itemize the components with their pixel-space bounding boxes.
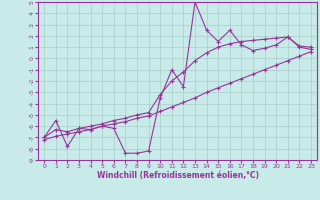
X-axis label: Windchill (Refroidissement éolien,°C): Windchill (Refroidissement éolien,°C) [97,171,259,180]
